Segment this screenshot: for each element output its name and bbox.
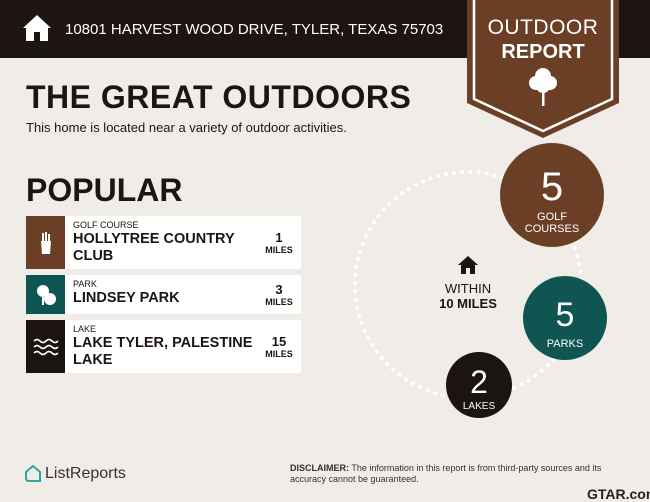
item-text: LAKE LAKE TYLER, PALESTINE LAKE	[65, 320, 261, 373]
waves-icon	[26, 320, 65, 373]
home-icon	[23, 15, 51, 41]
item-name: LAKE TYLER, PALESTINE LAKE	[73, 335, 253, 368]
parks-count-circle: 5 PARKS	[523, 276, 607, 360]
lakes-label: LAKES	[462, 401, 496, 412]
item-distance-block: 15 MILES	[261, 320, 301, 373]
parks-count: 5	[555, 296, 575, 334]
item-name: HOLLYTREE COUNTRY CLUB	[73, 231, 235, 264]
item-unit: MILES	[265, 244, 293, 255]
item-distance: 15	[271, 333, 287, 349]
lakes-count: 2	[470, 364, 488, 400]
listreports-logo-icon	[25, 465, 41, 482]
disclaimer-text: The information in this report is from t…	[290, 463, 602, 484]
badge-line2: REPORT	[501, 41, 585, 63]
item-distance: 1	[275, 229, 283, 245]
address: 10801 HARVEST WOOD DRIVE, TYLER, TEXAS 7…	[65, 21, 444, 38]
list-item-lake: LAKE LAKE TYLER, PALESTINE LAKE 15 MILES	[26, 320, 301, 373]
page-title: THE GREAT OUTDOORS	[26, 79, 412, 115]
lakes-count-circle: 2 LAKES	[446, 352, 512, 418]
list-item-golf: GOLF COURSE HOLLYTREE COUNTRY CLUB 1 MIL…	[26, 216, 301, 269]
gtar-logo: GTAR.com	[587, 486, 650, 502]
listreports-logo: ListReports	[25, 465, 126, 483]
item-name: LINDSEY PARK	[73, 290, 180, 306]
parks-label: PARKS	[546, 338, 584, 350]
golf-bag-icon	[26, 216, 65, 269]
popular-heading: POPULAR	[26, 172, 183, 208]
page-subtitle: This home is located near a variety of o…	[26, 120, 347, 135]
item-text: GOLF COURSE HOLLYTREE COUNTRY CLUB	[65, 216, 261, 269]
outdoor-report-badge	[467, 0, 619, 138]
golf-count-circle: 5 GOLF COURSES	[500, 143, 604, 247]
tree-icon	[529, 68, 557, 106]
item-text: PARK LINDSEY PARK	[65, 275, 261, 314]
item-distance: 3	[275, 281, 283, 297]
item-category: GOLF COURSE	[73, 220, 139, 230]
badge-line1: OUTDOOR	[487, 16, 599, 39]
golf-count: 5	[540, 165, 564, 209]
disclaimer: DISCLAIMER: The information in this repo…	[290, 463, 630, 485]
item-unit: MILES	[265, 348, 293, 359]
within-line2: 10 MILES	[439, 296, 497, 311]
disclaimer-label: DISCLAIMER:	[290, 463, 349, 473]
item-distance-block: 3 MILES	[261, 275, 301, 314]
popular-list: GOLF COURSE HOLLYTREE COUNTRY CLUB 1 MIL…	[26, 216, 301, 373]
item-category: LAKE	[73, 324, 97, 334]
trees-icon	[26, 275, 65, 314]
within-line1: WITHIN	[444, 281, 492, 296]
within-label: WITHIN 10 MILES	[420, 256, 516, 311]
item-category: PARK	[73, 279, 97, 289]
list-item-park: PARK LINDSEY PARK 3 MILES	[26, 275, 301, 314]
brand-name: ListReports	[45, 465, 126, 482]
item-unit: MILES	[265, 296, 293, 307]
golf-label: GOLF COURSES	[524, 211, 580, 235]
home-icon	[458, 256, 478, 274]
item-distance-block: 1 MILES	[261, 216, 301, 269]
